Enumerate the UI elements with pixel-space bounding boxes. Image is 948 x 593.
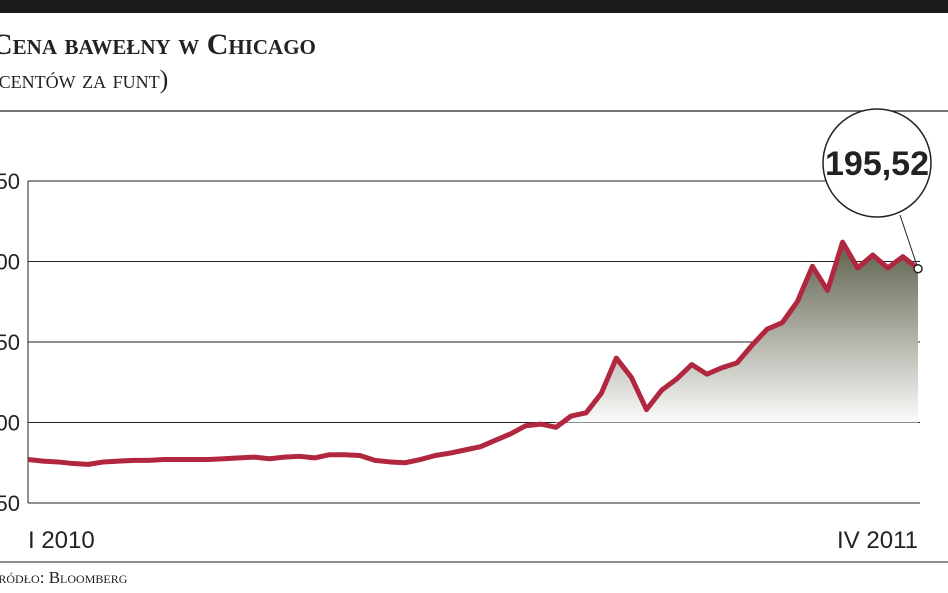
y-tick-label: 100 [0, 411, 20, 436]
callout-label: 195,52 [825, 145, 929, 183]
y-tick-label: 250 [0, 169, 20, 194]
area-shade [555, 242, 918, 428]
end-point [913, 263, 923, 274]
source-note: Źródło: Bloomberg [0, 568, 128, 587]
y-tick-label: 150 [0, 330, 20, 355]
callout-circle [822, 108, 932, 218]
price-line [27, 239, 920, 467]
callout-line [899, 214, 919, 269]
chart-title: Cena bawełny w Chicago [0, 28, 316, 61]
top-bar [0, 0, 948, 13]
chart-subtitle: (centów za funt) [0, 65, 168, 94]
x-tick-label: I 2010 [28, 527, 95, 554]
y-tick-label: 200 [0, 250, 20, 275]
y-tick-label: 50 [0, 491, 20, 516]
x-tick-label: IV 2011 [837, 527, 918, 554]
